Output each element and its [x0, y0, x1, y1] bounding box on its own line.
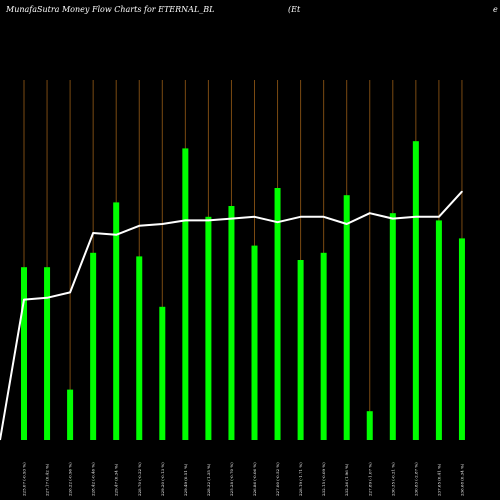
- money-flow-point: [161, 223, 164, 225]
- x-tick-label: 225.28 (-0.70 %): [229, 462, 234, 496]
- money-flow-point: [415, 216, 417, 218]
- money-flow-point: [46, 297, 48, 299]
- volume-bar: [343, 195, 350, 440]
- x-tick-label: 228.32 (1.35 %): [206, 463, 211, 496]
- money-flow-point: [230, 217, 233, 220]
- volume-bar: [113, 202, 120, 440]
- volume-bar: [274, 188, 281, 440]
- volume-bar: [366, 411, 373, 440]
- x-tick-labels: 225.07 (-0.93 %) 227.17 (0.42 %) 226.22 (-…: [22, 462, 465, 496]
- money-flow-point: [299, 216, 302, 218]
- volume-bar: [297, 260, 304, 440]
- x-tick-label: 227.00 (-0.52 %): [275, 462, 280, 496]
- volume-bar: [228, 206, 235, 440]
- money-flow-point: [184, 219, 187, 222]
- volume-bar: [159, 306, 166, 440]
- volume-bar: [90, 252, 97, 440]
- x-tick-label: 226.86 (-0.06 %): [252, 462, 257, 496]
- x-tick-label: 228.42 (-0.46 %): [91, 462, 96, 496]
- x-tick-label: 225.07 (-0.93 %): [22, 462, 27, 496]
- money-flow-point: [345, 223, 348, 225]
- x-tick-label: 227.89 (-1.07 %): [367, 462, 372, 496]
- chart-title-edge: e: [493, 5, 498, 14]
- volume-bar: [320, 252, 327, 440]
- volume-bar: [205, 216, 212, 440]
- chart-title-suffix: (Et: [288, 5, 301, 14]
- money-flow-point: [253, 216, 256, 218]
- money-flow-point: [92, 232, 94, 234]
- money-flow-point: [69, 291, 71, 294]
- x-tick-label: 228.19 (-1.71 %): [298, 462, 303, 496]
- volume-bar: [182, 148, 189, 440]
- money-flow-point: [276, 221, 279, 223]
- money-flow-point: [461, 190, 463, 193]
- x-tick-label: 226.22 (-0.96 %): [68, 462, 73, 496]
- volume-bar: [67, 389, 74, 440]
- volume-bar: [412, 141, 419, 440]
- money-flow-point: [438, 216, 440, 218]
- x-tick-label: 236.68 (0.34 %): [459, 463, 464, 496]
- volume-bar: [251, 245, 258, 440]
- volume-bar: [136, 256, 143, 440]
- x-tick-label: 227.17 (0.42 %): [45, 463, 50, 496]
- grid-lines: [23, 80, 463, 440]
- x-tick-label: 237.65 (0.41 %): [436, 463, 441, 496]
- volume-bar: [44, 267, 51, 440]
- volume-bar: [21, 267, 27, 440]
- money-flow-line-group: [0, 190, 463, 441]
- money-flow-point: [207, 219, 210, 222]
- x-tick-label: 228.70 (-0.22 %): [137, 462, 142, 496]
- money-flow-point: [138, 225, 141, 227]
- money-flow-point: [392, 217, 394, 220]
- x-tick-label: 232.36 (1.96 %): [344, 463, 349, 496]
- money-flow-point: [368, 212, 371, 214]
- x-tick-label: 229.49 (0.51 %): [183, 463, 188, 496]
- money-flow-point: [23, 298, 25, 301]
- volume-bar: [458, 238, 465, 440]
- chart-title: MunafaSutra Money Flow Charts for ETERNA…: [5, 5, 214, 14]
- volume-bar: [389, 213, 396, 440]
- x-tick-label: 230.83 (-2.87 %): [413, 462, 418, 496]
- x-tick-label: 229.47 (0.34 %): [114, 463, 119, 496]
- volume-bars: [21, 141, 465, 440]
- volume-bar: [435, 220, 442, 440]
- money-flow-point: [322, 216, 325, 218]
- x-tick-label: 229.20 (-0.13 %): [160, 462, 165, 496]
- x-tick-label: 230.35 (-0.21 %): [390, 462, 395, 496]
- money-flow-point: [115, 234, 117, 236]
- x-tick-label: 232.15 (-0.09 %): [321, 462, 326, 496]
